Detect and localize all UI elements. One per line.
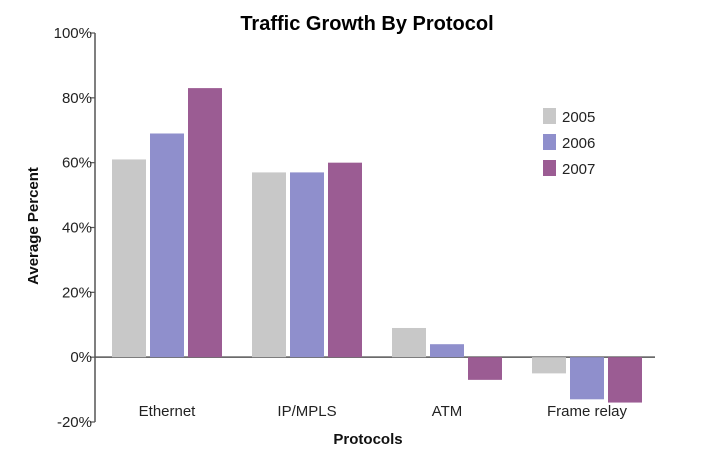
- y-tick-label: 40%: [62, 220, 92, 237]
- legend-label-2005: 2005: [562, 109, 595, 126]
- bar-2007-ethernet: [188, 88, 222, 358]
- legend-label-2006: 2006: [562, 135, 595, 152]
- legend-swatch-2006: [543, 134, 556, 150]
- y-tick-label: 80%: [62, 90, 92, 107]
- x-tick-label: IP/MPLS: [277, 403, 336, 420]
- x-tick-label: Ethernet: [139, 403, 197, 420]
- x-tick-label: Frame relay: [547, 403, 628, 420]
- x-axis-label: Protocols: [333, 431, 402, 448]
- legend: 2005 2006 2007: [543, 108, 595, 178]
- x-tick-label: ATM: [432, 403, 463, 420]
- bar-2005-ethernet: [112, 159, 146, 358]
- y-tick-label: 60%: [62, 155, 92, 172]
- bar-2006-ip-mpls: [290, 172, 324, 358]
- y-tick-label: -20%: [57, 414, 92, 431]
- bar-2006-ethernet: [150, 133, 184, 358]
- bar-2005-atm: [392, 327, 426, 358]
- y-tick-label: 100%: [54, 25, 92, 42]
- bar-2007-ip-mpls: [328, 162, 362, 358]
- chart-title: Traffic Growth By Protocol: [240, 13, 493, 35]
- bar-2007-frame-relay: [608, 357, 642, 403]
- y-tick-label: 0%: [70, 349, 92, 366]
- bar-2005-frame-relay: [532, 357, 566, 374]
- bar-2006-atm: [430, 344, 464, 358]
- y-tick-label: 20%: [62, 284, 92, 301]
- bar-2005-ip-mpls: [252, 172, 286, 358]
- bars: [112, 88, 642, 403]
- y-axis-label: Average Percent: [25, 167, 42, 285]
- category-labels: Ethernet IP/MPLS ATM Frame relay: [139, 403, 628, 420]
- legend-swatch-2005: [543, 108, 556, 124]
- legend-swatch-2007: [543, 160, 556, 176]
- bar-2007-atm: [468, 357, 502, 380]
- bar-2006-frame-relay: [570, 357, 604, 400]
- legend-label-2007: 2007: [562, 161, 595, 178]
